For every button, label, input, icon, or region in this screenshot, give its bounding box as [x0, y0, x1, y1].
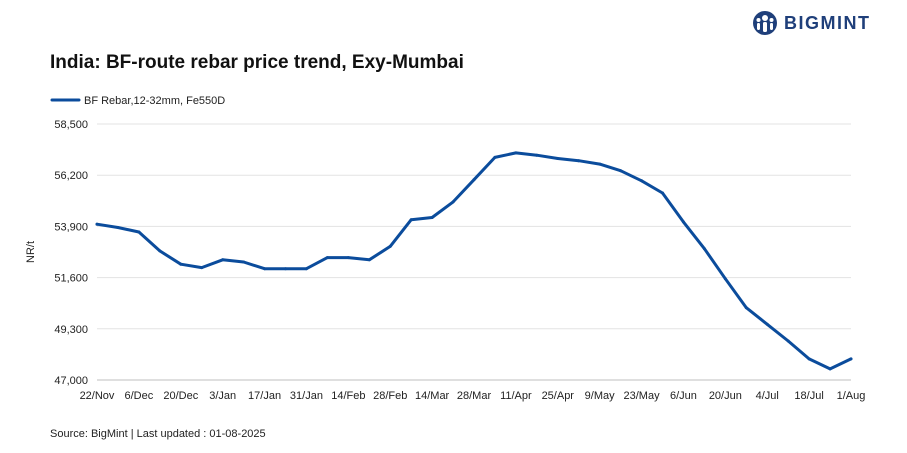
y-tick-label: 53,900	[54, 221, 88, 233]
data-point	[661, 191, 664, 195]
x-tick-label: 9/May	[585, 390, 615, 402]
brand-logo: BIGMINT	[752, 8, 892, 38]
data-point	[849, 357, 853, 361]
x-axis-ticks: 22/Nov 6/Dec 20/Dec 3/Jan 17/Jan 31/Jan 14/Feb…	[80, 390, 866, 402]
data-point	[765, 322, 769, 326]
y-axis-label: NR/t	[25, 241, 37, 263]
data-point	[95, 222, 99, 226]
data-point	[451, 200, 455, 204]
x-tick-label: 31/Jan	[290, 390, 323, 402]
data-point	[702, 247, 706, 251]
data-point	[556, 157, 560, 160]
x-tick-label: 28/Mar	[457, 390, 492, 402]
data-point	[304, 267, 308, 271]
x-tick-label: 18/Jul	[794, 390, 823, 402]
data-point	[263, 267, 267, 271]
data-point	[577, 159, 581, 163]
x-tick-label: 6/Dec	[125, 390, 154, 402]
y-tick-label: 51,600	[54, 273, 88, 285]
x-tick-label: 23/May	[624, 390, 661, 402]
x-tick-label: 6/Jun	[670, 390, 697, 402]
data-point	[179, 262, 183, 266]
x-tick-label: 25/Apr	[542, 390, 575, 402]
data-point	[221, 258, 225, 262]
x-tick-label: 4/Jul	[756, 390, 779, 402]
x-tick-label: 14/Mar	[415, 390, 450, 402]
data-point	[493, 155, 497, 159]
data-point	[137, 230, 141, 234]
grid-lines	[97, 123, 851, 381]
y-tick-label: 47,000	[54, 375, 88, 387]
data-point	[388, 244, 392, 248]
y-tick-label: 49,300	[54, 324, 88, 336]
data-point	[409, 218, 413, 222]
x-tick-label: 1/Aug	[837, 390, 866, 402]
data-point	[346, 256, 350, 260]
x-tick-label: 14/Feb	[331, 390, 365, 402]
y-axis-ticks: 47,000 49,300 51,600 53,900 56,200 58,500	[54, 119, 88, 387]
series-group	[95, 151, 853, 371]
source-note: Source: BigMint | Last updated : 01-08-2…	[50, 428, 266, 440]
data-point	[535, 153, 539, 157]
data-point	[744, 306, 748, 310]
data-point	[325, 256, 329, 260]
y-tick-label: 58,500	[54, 119, 88, 131]
data-point	[116, 226, 120, 229]
chart-legend: BF Rebar,12-32mm, Fe550D	[50, 95, 225, 107]
data-point	[681, 220, 685, 224]
bigmint-logo-icon	[753, 11, 777, 35]
x-tick-label: 3/Jan	[209, 390, 236, 402]
data-point	[598, 162, 602, 166]
data-point	[472, 178, 476, 182]
series-line	[95, 151, 853, 371]
x-tick-label: 28/Feb	[373, 390, 407, 402]
x-tick-label: 11/Apr	[500, 390, 532, 402]
data-point	[514, 151, 518, 155]
data-point	[284, 267, 287, 271]
data-point	[242, 260, 246, 264]
brand-name: BIGMINT	[784, 12, 871, 33]
data-point	[367, 258, 371, 262]
y-tick-label: 56,200	[54, 170, 88, 182]
legend-label: BF Rebar,12-32mm, Fe550D	[84, 95, 225, 107]
data-point	[786, 339, 790, 343]
x-tick-label: 17/Jan	[248, 390, 281, 402]
data-point	[430, 216, 434, 219]
data-point	[200, 266, 204, 270]
x-tick-label: 20/Jun	[709, 390, 742, 402]
data-point	[723, 277, 727, 281]
data-point	[828, 367, 832, 371]
data-point	[619, 169, 623, 173]
x-tick-label: 20/Dec	[163, 390, 198, 402]
data-point	[640, 179, 644, 183]
data-point	[158, 249, 162, 253]
data-point	[807, 357, 811, 361]
chart-title: India: BF-route rebar price trend, Exy-M…	[50, 52, 464, 73]
x-tick-label: 22/Nov	[80, 390, 115, 402]
